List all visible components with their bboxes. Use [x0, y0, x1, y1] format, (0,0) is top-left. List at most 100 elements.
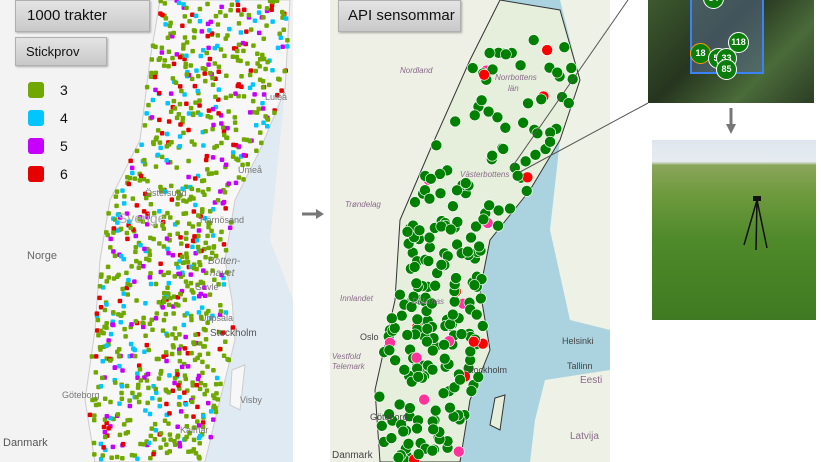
- survey-point[interactable]: [411, 422, 423, 435]
- survey-point[interactable]: [434, 168, 446, 180]
- survey-point[interactable]: [562, 97, 575, 109]
- survey-point[interactable]: [407, 290, 420, 303]
- survey-point[interactable]: [426, 297, 438, 310]
- survey-point[interactable]: [492, 220, 504, 232]
- survey-point[interactable]: [486, 149, 498, 162]
- survey-point[interactable]: [373, 390, 386, 403]
- survey-point[interactable]: [411, 313, 424, 326]
- survey-point[interactable]: [558, 41, 571, 53]
- survey-point[interactable]: [511, 170, 524, 182]
- survey-point[interactable]: [427, 423, 439, 436]
- survey-point[interactable]: [401, 329, 414, 341]
- survey-point[interactable]: [404, 402, 416, 414]
- survey-point[interactable]: [478, 68, 490, 81]
- survey-point[interactable]: [486, 63, 499, 76]
- survey-point[interactable]: [483, 47, 496, 59]
- survey-point[interactable]: [466, 62, 479, 74]
- survey-point[interactable]: [421, 335, 433, 348]
- survey-point[interactable]: [491, 111, 504, 124]
- survey-point[interactable]: [519, 155, 532, 168]
- survey-point[interactable]: [473, 240, 485, 253]
- survey-point[interactable]: [429, 279, 441, 292]
- survey-point[interactable]: [402, 438, 415, 450]
- survey-point[interactable]: [468, 109, 481, 122]
- survey-point[interactable]: [430, 139, 443, 152]
- survey-point[interactable]: [544, 136, 556, 148]
- survey-point[interactable]: [527, 34, 540, 46]
- survey-point[interactable]: [383, 408, 395, 421]
- plot-marker-118[interactable]: 118: [728, 32, 749, 53]
- survey-point[interactable]: [389, 354, 401, 367]
- survey-point[interactable]: [435, 259, 448, 271]
- survey-point[interactable]: [451, 184, 463, 197]
- survey-point[interactable]: [451, 216, 464, 228]
- survey-point[interactable]: [452, 445, 465, 458]
- survey-point[interactable]: [475, 94, 488, 107]
- survey-point[interactable]: [529, 148, 542, 161]
- survey-point[interactable]: [429, 404, 442, 417]
- survey-point[interactable]: [438, 339, 450, 351]
- survey-point[interactable]: [412, 370, 425, 383]
- survey-point[interactable]: [376, 420, 388, 432]
- survey-point[interactable]: [522, 97, 534, 110]
- survey-point[interactable]: [437, 387, 450, 400]
- survey-point[interactable]: [475, 292, 487, 305]
- survey-point[interactable]: [459, 177, 472, 189]
- survey-point[interactable]: [393, 398, 406, 411]
- survey-point[interactable]: [467, 335, 480, 348]
- survey-point[interactable]: [413, 224, 426, 237]
- survey-point[interactable]: [422, 255, 435, 267]
- survey-point[interactable]: [482, 105, 495, 118]
- survey-point[interactable]: [465, 231, 477, 244]
- survey-point[interactable]: [462, 245, 474, 258]
- survey-point[interactable]: [409, 196, 421, 208]
- survey-point[interactable]: [468, 279, 481, 291]
- survey-point[interactable]: [423, 231, 436, 244]
- survey-point[interactable]: [497, 143, 510, 155]
- survey-point[interactable]: [444, 401, 456, 414]
- survey-point[interactable]: [551, 66, 564, 79]
- survey-point[interactable]: [565, 62, 578, 74]
- survey-point[interactable]: [385, 432, 398, 444]
- survey-point[interactable]: [492, 204, 505, 217]
- survey-point[interactable]: [401, 226, 414, 238]
- survey-point[interactable]: [517, 116, 529, 129]
- survey-point[interactable]: [455, 328, 468, 340]
- survey-point[interactable]: [450, 272, 462, 284]
- survey-point[interactable]: [394, 288, 406, 301]
- survey-point[interactable]: [535, 93, 548, 106]
- survey-point[interactable]: [477, 213, 490, 226]
- survey-point[interactable]: [425, 173, 437, 185]
- survey-point[interactable]: [426, 363, 439, 376]
- survey-point[interactable]: [465, 385, 478, 397]
- survey-point[interactable]: [412, 448, 425, 460]
- survey-point[interactable]: [421, 323, 434, 335]
- survey-point[interactable]: [520, 185, 533, 197]
- survey-point[interactable]: [541, 44, 553, 56]
- survey-point[interactable]: [426, 444, 439, 457]
- survey-point[interactable]: [476, 320, 489, 332]
- survey-point[interactable]: [454, 373, 466, 386]
- survey-point[interactable]: [447, 308, 459, 321]
- survey-point[interactable]: [408, 261, 421, 273]
- survey-point[interactable]: [444, 223, 457, 236]
- survey-point[interactable]: [426, 344, 439, 357]
- survey-point[interactable]: [423, 192, 436, 205]
- survey-point[interactable]: [499, 121, 512, 134]
- survey-point[interactable]: [418, 393, 430, 406]
- survey-point[interactable]: [531, 127, 544, 140]
- survey-point[interactable]: [383, 344, 396, 357]
- survey-point[interactable]: [397, 425, 410, 438]
- survey-point[interactable]: [472, 371, 485, 383]
- survey-point[interactable]: [470, 220, 482, 233]
- survey-point[interactable]: [483, 199, 495, 212]
- survey-point[interactable]: [504, 202, 516, 215]
- plot-marker-85[interactable]: 85: [716, 59, 737, 80]
- survey-point[interactable]: [438, 352, 451, 365]
- survey-point[interactable]: [410, 277, 423, 290]
- survey-point[interactable]: [398, 364, 411, 376]
- survey-point[interactable]: [434, 187, 447, 200]
- survey-point[interactable]: [392, 451, 405, 462]
- survey-point[interactable]: [470, 308, 483, 321]
- survey-point[interactable]: [500, 48, 512, 61]
